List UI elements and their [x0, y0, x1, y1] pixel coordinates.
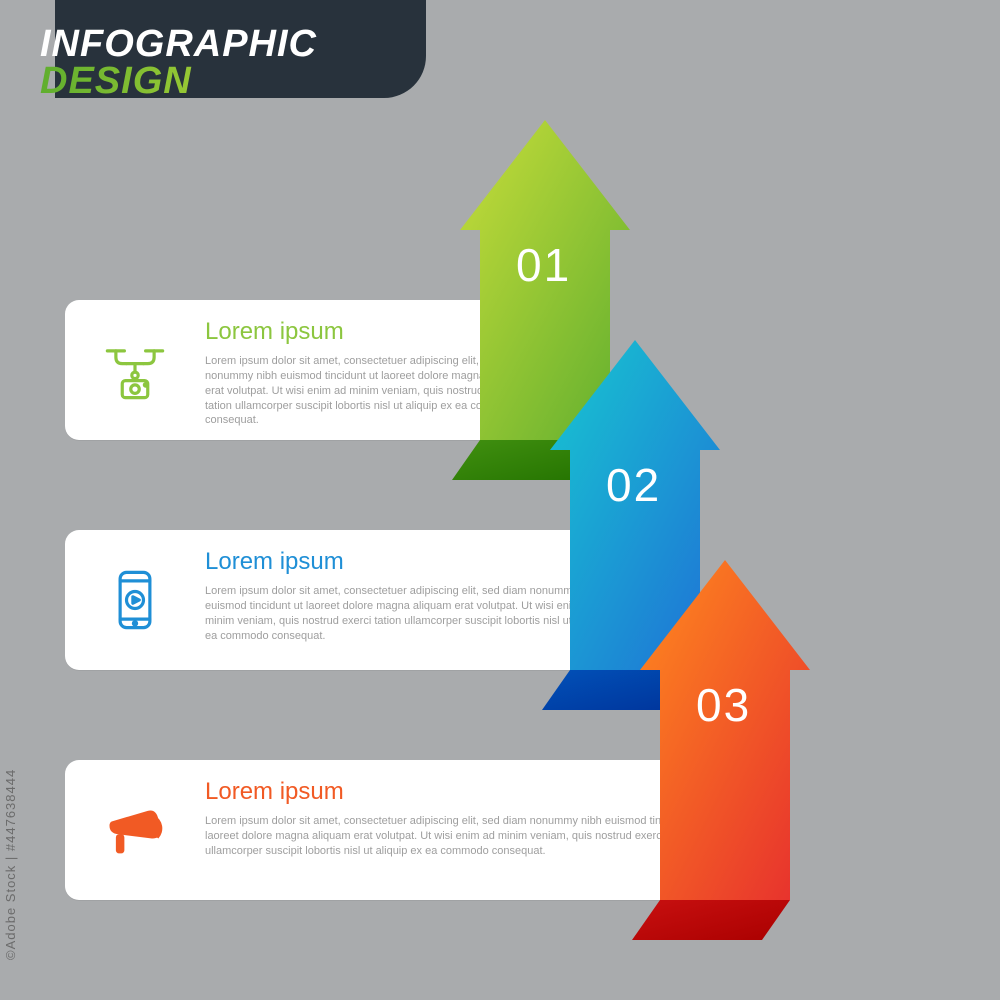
step-body-3: Lorem ipsum dolor sit amet, consectetuer…	[205, 814, 715, 859]
step-arrow-3	[640, 560, 810, 940]
drone-camera-icon	[101, 336, 169, 404]
page-title: Infographic DESIGN	[40, 26, 317, 100]
phone-play-icon	[101, 566, 169, 634]
step-icon-box-1	[65, 300, 205, 440]
step-heading-3: Lorem ipsum	[205, 778, 715, 806]
step-icon-box-3	[65, 760, 205, 900]
watermark: ©Adobe Stock | #447638444	[3, 769, 18, 960]
title-line1: Infographic	[40, 26, 317, 63]
step-icon-box-2	[65, 530, 205, 670]
megaphone-icon	[101, 796, 169, 864]
step-card-3: Lorem ipsum Lorem ipsum dolor sit amet, …	[65, 760, 735, 900]
infographic-canvas: Infographic DESIGN Lorem ipsum Lorem ips…	[0, 0, 1000, 1000]
step-number-2: 02	[606, 458, 661, 512]
title-line2: DESIGN	[40, 63, 317, 100]
step-number-1: 01	[516, 238, 571, 292]
step-number-3: 03	[696, 678, 751, 732]
